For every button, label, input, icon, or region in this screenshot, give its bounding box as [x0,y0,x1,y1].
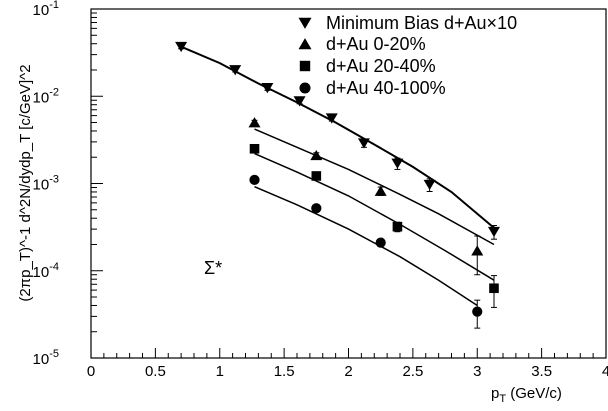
y-tick-exponent: -1 [49,0,59,11]
fit-curve-3 [254,152,495,281]
y-tick-label: 10-3 [33,174,59,194]
fit-curve-2 [254,128,495,246]
legend-label-2: d+Au 0-20% [326,34,426,54]
x-axis-label-unit: (GeV/c) [506,385,562,402]
y-tick-label: 10-1 [33,0,59,19]
point-circle [472,306,483,317]
x-axis-label: pT (GeV/c) [491,385,562,405]
point-triangle-down [325,113,338,124]
legend: Minimum Bias d+Au×10d+Au 0-20%d+Au 20-40… [298,13,517,98]
x-tick-label: 1.5 [274,363,295,380]
fit-curve-4 [254,186,478,307]
legend-marker-3 [299,60,311,72]
point-triangle-up [471,245,484,256]
y-axis: 10-5 10-4 10-3 10-2 10-1 [33,0,103,368]
y-tick-label: 10-2 [33,86,59,106]
y-tick-exponent: -5 [49,348,59,360]
x-axis-label-base: p [491,385,499,402]
point-square [392,221,403,232]
point-triangle-down [423,179,436,191]
sigma-star-annotation: Σ* [204,258,222,278]
point-circle [375,237,386,248]
point-circle [311,203,322,214]
x-tick-label: 3.5 [531,363,552,380]
x-axis: 0 0.5 1 1.5 2 2.5 3 3.5 4 [87,348,608,380]
point-triangle-down [229,65,242,76]
data-points [175,41,500,329]
legend-marker-2 [298,38,312,50]
point-triangle-up [374,185,387,196]
legend-label-1: Minimum Bias d+Au×10 [326,13,517,33]
x-tick-label: 1 [216,363,224,380]
legend-label-4: d+Au 40-100% [326,78,446,98]
point-triangle-up [248,117,261,128]
point-triangle-down [175,41,188,53]
point-square [249,143,260,154]
x-tick-label: 0.5 [145,363,166,380]
y-tick-exponent: -2 [49,86,59,98]
point-circle [249,174,260,185]
point-square [311,171,322,181]
x-tick-label: 2 [344,363,352,380]
x-axis-label-sub: T [499,393,506,405]
y-tick-label: 10-5 [33,348,59,368]
y-axis-label: (2πp_T)^-1 d^2N/dydp_T [c/GeV]^2 [17,64,34,301]
legend-label-3: d+Au 20-40% [326,56,436,76]
point-triangle-down [487,226,500,238]
x-tick-label: 2.5 [402,363,423,380]
point-triangle-up [310,149,323,161]
x-tick-label: 4 [602,363,608,380]
point-square [489,283,499,294]
point-triangle-down [261,82,274,94]
x-tick-label: 0 [87,363,95,380]
legend-marker-1 [298,17,312,29]
legend-marker-4 [299,82,311,94]
y-tick-exponent: -4 [49,261,59,273]
y-tick-label: 10-4 [33,261,59,281]
point-triangle-down [293,96,306,107]
x-tick-label: 3 [473,363,481,380]
point-triangle-down [357,138,370,149]
point-triangle-down [391,158,404,169]
y-tick-exponent: -3 [49,174,59,186]
